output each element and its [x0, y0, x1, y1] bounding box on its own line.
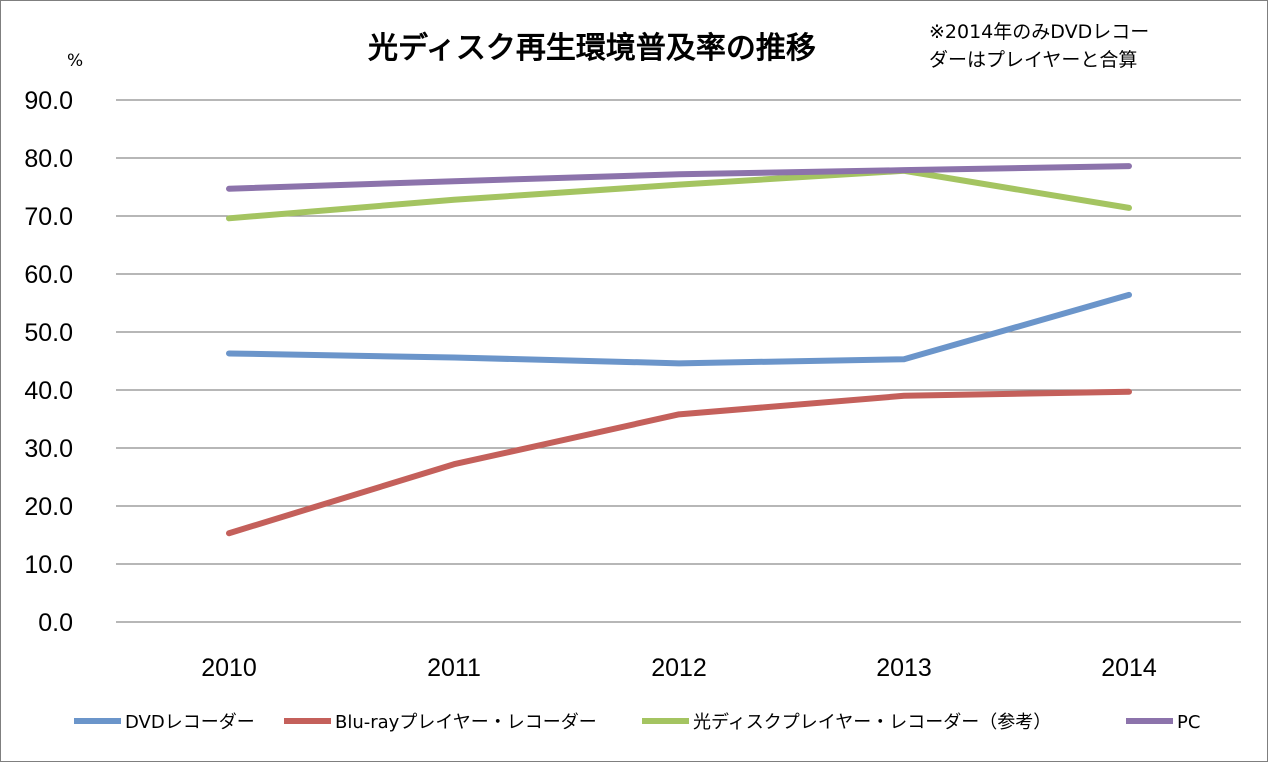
y-tick-label: 90.0: [24, 87, 73, 115]
series-line: [226, 163, 1132, 192]
y-tick-label: 0.0: [38, 609, 73, 637]
x-axis-tick-labels: 2010 2011 2012 2013 2014: [201, 654, 1157, 682]
y-axis-tick-labels: 0.0 10.0 20.0 30.0 40.0 50.0 60.0 70.0 80.0 90.0: [24, 87, 73, 637]
chart-title: 光ディスク再生環境普及率の推移: [368, 31, 816, 66]
x-tick-label: 2013: [876, 654, 932, 682]
chart-note-line-1: ※2014年のみDVDレコー: [929, 21, 1149, 43]
gridlines: [116, 99, 1241, 623]
y-tick-label: 70.0: [24, 203, 73, 231]
y-tick-label: 40.0: [24, 377, 73, 405]
x-tick-label: 2014: [1101, 654, 1157, 682]
legend-label: Blu-rayプレイヤー・レコーダー: [335, 712, 597, 733]
data-series: [226, 163, 1132, 537]
series-line: [226, 291, 1132, 367]
series-line: [226, 388, 1132, 537]
legend-label: PC: [1177, 712, 1200, 733]
y-tick-label: 60.0: [24, 261, 73, 289]
chart-note-line-2: ダーはプレイヤーと合算: [929, 49, 1137, 71]
legend-label: DVDレコーダー: [125, 712, 255, 733]
y-tick-label: 10.0: [24, 551, 73, 579]
legend-label: 光ディスクプレイヤー・レコーダー（参考）: [693, 712, 1051, 733]
y-tick-label: 20.0: [24, 493, 73, 521]
x-tick-label: 2012: [651, 654, 707, 682]
legend: DVDレコーダー Blu-rayプレイヤー・レコーダー 光ディスクプレイヤー・レコー…: [74, 712, 1200, 733]
y-tick-label: 80.0: [24, 145, 73, 173]
series-line: [226, 167, 1132, 222]
x-tick-label: 2011: [427, 654, 481, 682]
y-axis-unit-label: %: [67, 51, 83, 71]
x-tick-label: 2010: [201, 654, 257, 682]
y-tick-label: 30.0: [24, 435, 73, 463]
y-tick-label: 50.0: [24, 319, 73, 347]
